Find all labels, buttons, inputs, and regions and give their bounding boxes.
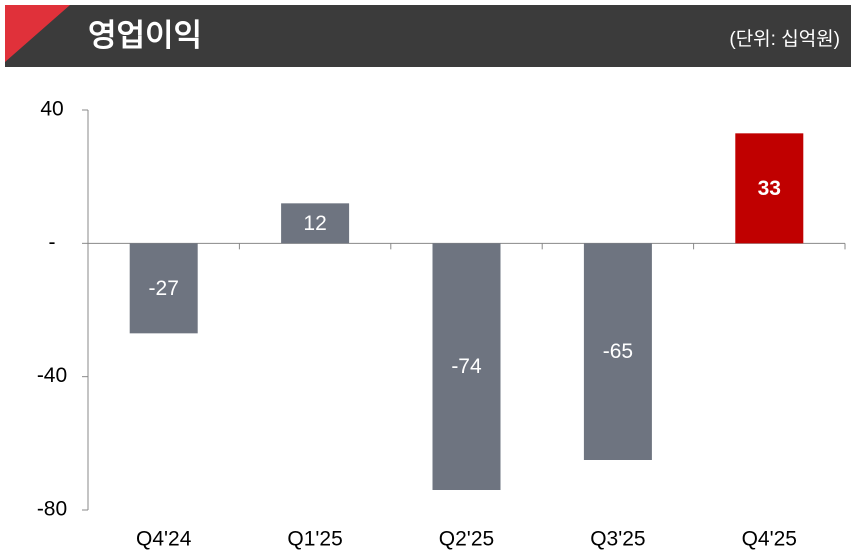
x-tick-label: Q4'25 (742, 528, 797, 551)
value-label: 12 (303, 212, 326, 235)
x-tick-label: Q4'24 (136, 528, 192, 551)
bar (583, 243, 652, 460)
bar (129, 243, 198, 334)
bar (281, 203, 350, 244)
x-tick-label: Q3'25 (590, 528, 645, 551)
chart-subtitle: (단위: 십억원) (729, 28, 840, 50)
value-label: -65 (603, 340, 633, 363)
bar (735, 133, 804, 244)
y-tick-label: 40 (40, 98, 63, 121)
value-label: 33 (758, 177, 781, 200)
value-label: -27 (149, 277, 179, 300)
header-accent (5, 5, 70, 62)
x-tick-label: Q2'25 (439, 528, 494, 551)
bar (432, 243, 501, 490)
y-tick-label: - (49, 231, 56, 254)
value-label: -74 (451, 355, 482, 378)
header-bar (5, 5, 851, 67)
x-tick-label: Q1'25 (287, 528, 342, 551)
y-tick-label: -40 (37, 364, 67, 387)
chart-title: 영업이익 (88, 18, 202, 53)
y-tick-label: -80 (37, 498, 67, 521)
